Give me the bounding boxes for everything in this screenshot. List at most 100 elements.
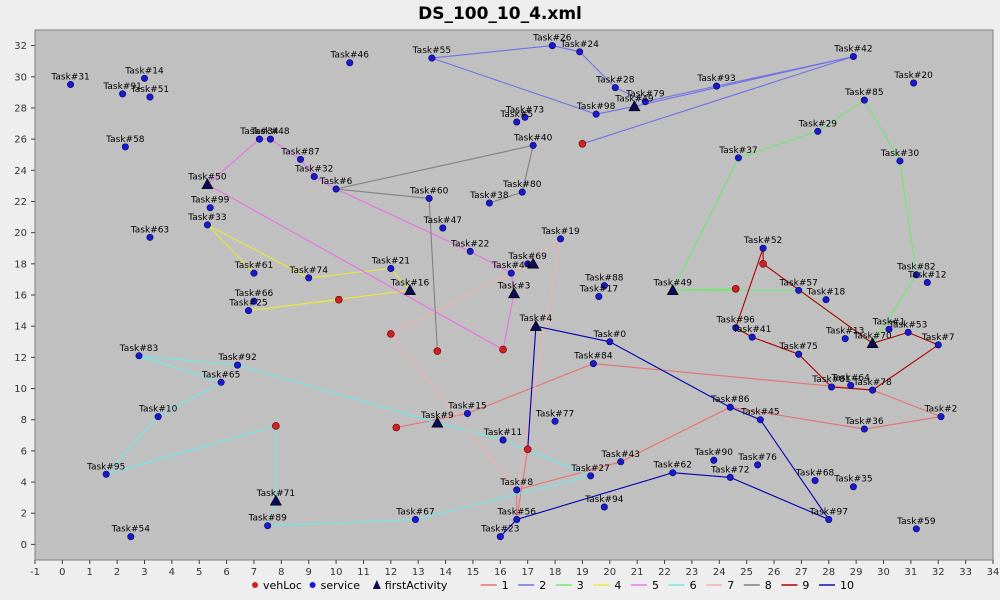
service-point: [606, 338, 614, 346]
service-point: [557, 235, 565, 243]
y-tick-label: 12: [14, 353, 27, 364]
point-label: Task#67: [395, 507, 434, 517]
point-label: Task#99: [190, 196, 230, 206]
service-point: [814, 127, 822, 135]
point-label: Task#29: [798, 119, 838, 129]
point-label: Task#36: [844, 417, 884, 427]
y-tick-label: 24: [14, 166, 27, 177]
legend-label-route-3: 3: [577, 579, 584, 592]
vehicle-location-point: [392, 423, 401, 432]
point-label: Task#62: [653, 461, 692, 471]
x-tick-label: 33: [959, 567, 972, 578]
x-tick-label: -1: [30, 567, 40, 578]
service-point: [119, 90, 127, 98]
service-point: [513, 118, 521, 126]
service-point: [154, 413, 162, 421]
service-point: [710, 456, 718, 464]
x-tick-label: 20: [603, 567, 616, 578]
point-label: Task#87: [280, 147, 319, 157]
service-point: [485, 199, 493, 207]
service-point: [600, 503, 608, 511]
service-point: [140, 74, 148, 82]
point-label: Task#22: [450, 239, 489, 249]
point-label: Task#58: [105, 135, 145, 145]
service-point: [923, 279, 931, 287]
x-tick-label: 7: [251, 567, 257, 578]
x-tick-label: 6: [223, 567, 229, 578]
service-point: [297, 155, 305, 163]
legend-label-route-6: 6: [690, 579, 697, 592]
service-point: [217, 378, 225, 386]
y-tick-label: 4: [21, 478, 27, 489]
point-label: Task#56: [497, 507, 537, 517]
y-tick-label: 14: [14, 322, 27, 333]
point-label: Task#89: [247, 514, 287, 524]
service-point: [121, 143, 129, 151]
service-point: [811, 476, 819, 484]
point-label: Task#15: [447, 401, 486, 411]
service-point: [860, 96, 868, 104]
service-point: [411, 515, 419, 523]
service-point: [669, 469, 677, 477]
legend-label-route-5: 5: [652, 579, 659, 592]
point-label: Task#84: [573, 352, 613, 362]
service-point: [551, 417, 559, 425]
x-tick-label: 23: [686, 567, 699, 578]
service-point: [795, 350, 803, 358]
y-tick-label: 28: [14, 103, 27, 114]
service-point: [611, 84, 619, 92]
vehicle-location-point: [759, 260, 767, 268]
legend-label-route-4: 4: [614, 579, 621, 592]
service-point: [754, 461, 762, 469]
point-label: Task#98: [576, 102, 616, 112]
service-point: [825, 515, 833, 523]
y-tick-label: 22: [14, 197, 27, 208]
x-tick-label: 5: [196, 567, 202, 578]
service-point: [332, 185, 340, 193]
point-label: Task#17: [579, 285, 618, 295]
first-activity-marker: [666, 284, 679, 296]
point-label: Task#64: [830, 373, 870, 383]
point-label: Task#1: [872, 317, 906, 327]
x-tick-label: 2: [114, 567, 120, 578]
point-label: Task#7: [921, 333, 955, 343]
point-label: Task#43: [601, 450, 640, 460]
point-label: Task#50: [187, 172, 227, 182]
point-label: Task#20: [893, 71, 933, 81]
first-activity-marker: [403, 284, 416, 296]
service-point: [439, 224, 447, 232]
point-label: Task#75: [778, 342, 817, 352]
service-point: [548, 42, 556, 50]
x-tick-label: 31: [905, 567, 918, 578]
service-point: [234, 361, 242, 369]
service-point: [589, 360, 597, 368]
service-point: [847, 381, 855, 389]
axes-layer: -1 0 1 2 3 4 5 6 7 8 9 10 11 12 13 14 15 16 17 18 19 20 21 22 23…: [14, 41, 999, 578]
x-tick-label: 25: [740, 567, 753, 578]
service-point: [937, 413, 945, 421]
x-tick-label: 18: [549, 567, 562, 578]
point-label: Task#69: [507, 252, 547, 262]
x-tick-label: 17: [521, 567, 534, 578]
first-activity-marker: [529, 320, 542, 331]
point-label: Task#66: [234, 289, 274, 299]
service-point: [910, 79, 918, 87]
point-label: Task#72: [710, 465, 749, 475]
point-label: Task#24: [559, 40, 599, 50]
legend-label-firstActivity: firstActivity: [385, 579, 448, 592]
point-label: Task#74: [289, 266, 329, 276]
x-tick-label: 32: [932, 567, 945, 578]
service-point: [135, 352, 143, 360]
chart-title: DS_100_10_4.xml: [418, 4, 582, 24]
point-label: Task#3: [497, 281, 531, 291]
legend-label-service: service: [321, 579, 361, 592]
point-label: Task#35: [833, 475, 872, 485]
service-point: [822, 296, 830, 304]
service-point: [428, 54, 436, 62]
point-label: Task#63: [130, 225, 169, 235]
service-point: [732, 324, 740, 332]
service-point: [896, 157, 904, 165]
service-point: [934, 341, 942, 349]
service-point: [576, 48, 584, 56]
